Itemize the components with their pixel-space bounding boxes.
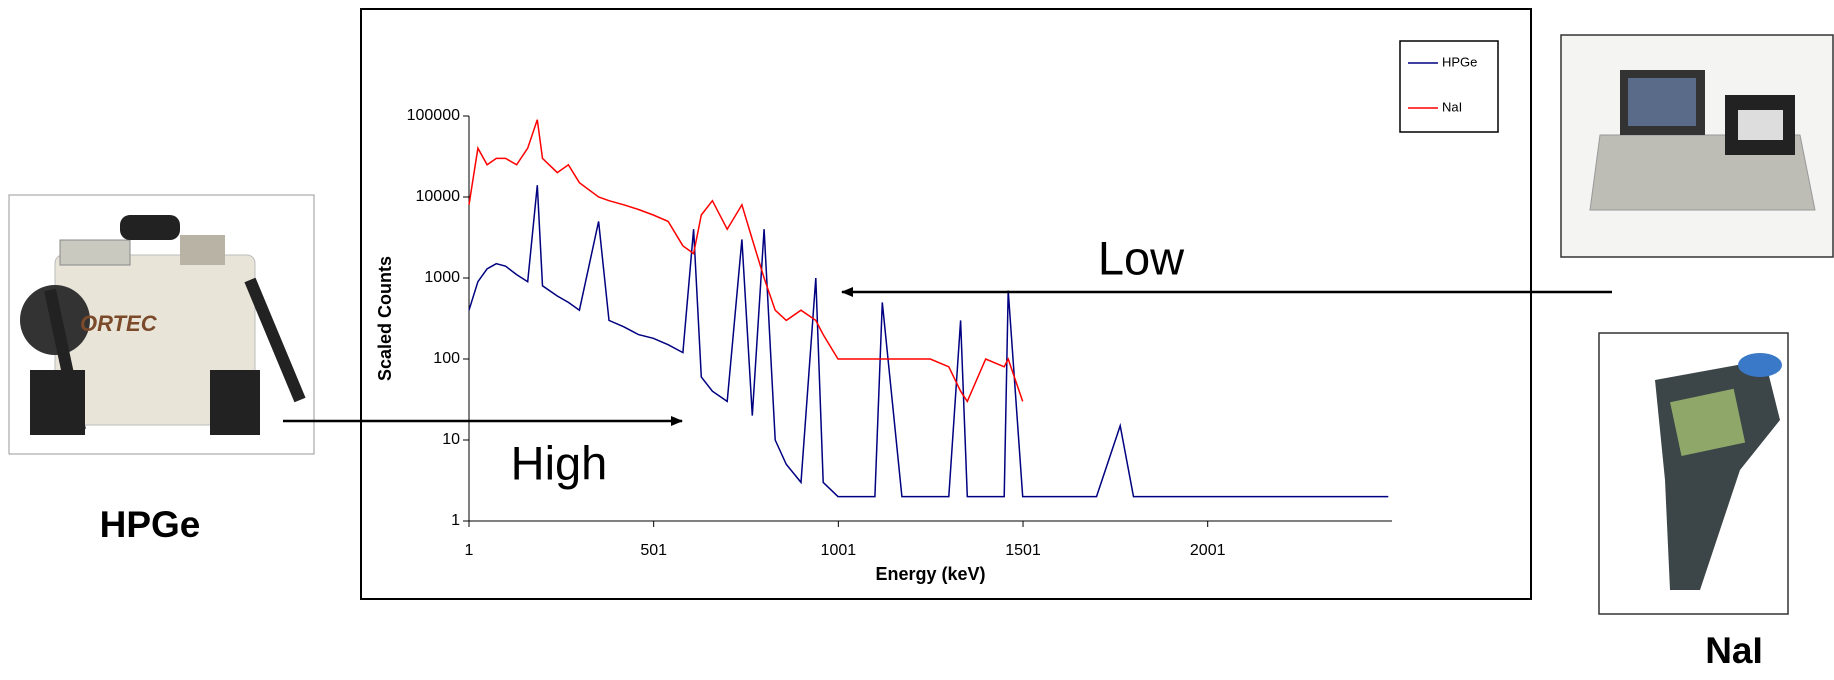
svg-text:ORTEC: ORTEC	[80, 311, 158, 336]
device-caption: NaI	[1705, 630, 1763, 671]
y-tick-label: 100	[433, 350, 460, 367]
legend-box	[1399, 40, 1499, 133]
series-line	[468, 119, 1024, 403]
series-line	[468, 185, 1389, 498]
y-tick-label: 1000	[424, 269, 460, 286]
nai-laptop-photo	[1560, 34, 1834, 258]
y-axis-label: Scaled Counts	[375, 256, 395, 381]
y-tick-label: 10	[442, 431, 460, 448]
x-tick-label: 2001	[1190, 542, 1226, 559]
nai-handheld-photo	[1598, 332, 1789, 615]
legend-label: NaI	[1442, 99, 1462, 114]
x-tick-label: 501	[640, 542, 667, 559]
device-caption: HPGe	[100, 504, 201, 545]
y-tick-label: 100000	[407, 107, 460, 124]
hpge-photo: ORTEC	[8, 194, 315, 455]
x-tick-label: 1501	[1005, 542, 1041, 559]
x-tick-label: 1001	[821, 542, 857, 559]
annotation: High	[511, 436, 608, 489]
x-tick-label: 1	[465, 542, 474, 559]
y-tick-label: 10000	[416, 188, 461, 205]
y-tick-label: 1	[451, 512, 460, 529]
legend-label: HPGe	[1442, 54, 1477, 69]
x-axis-label: Energy (keV)	[875, 564, 985, 584]
annotation: Low	[1098, 231, 1185, 284]
chart-frame	[360, 8, 1532, 600]
